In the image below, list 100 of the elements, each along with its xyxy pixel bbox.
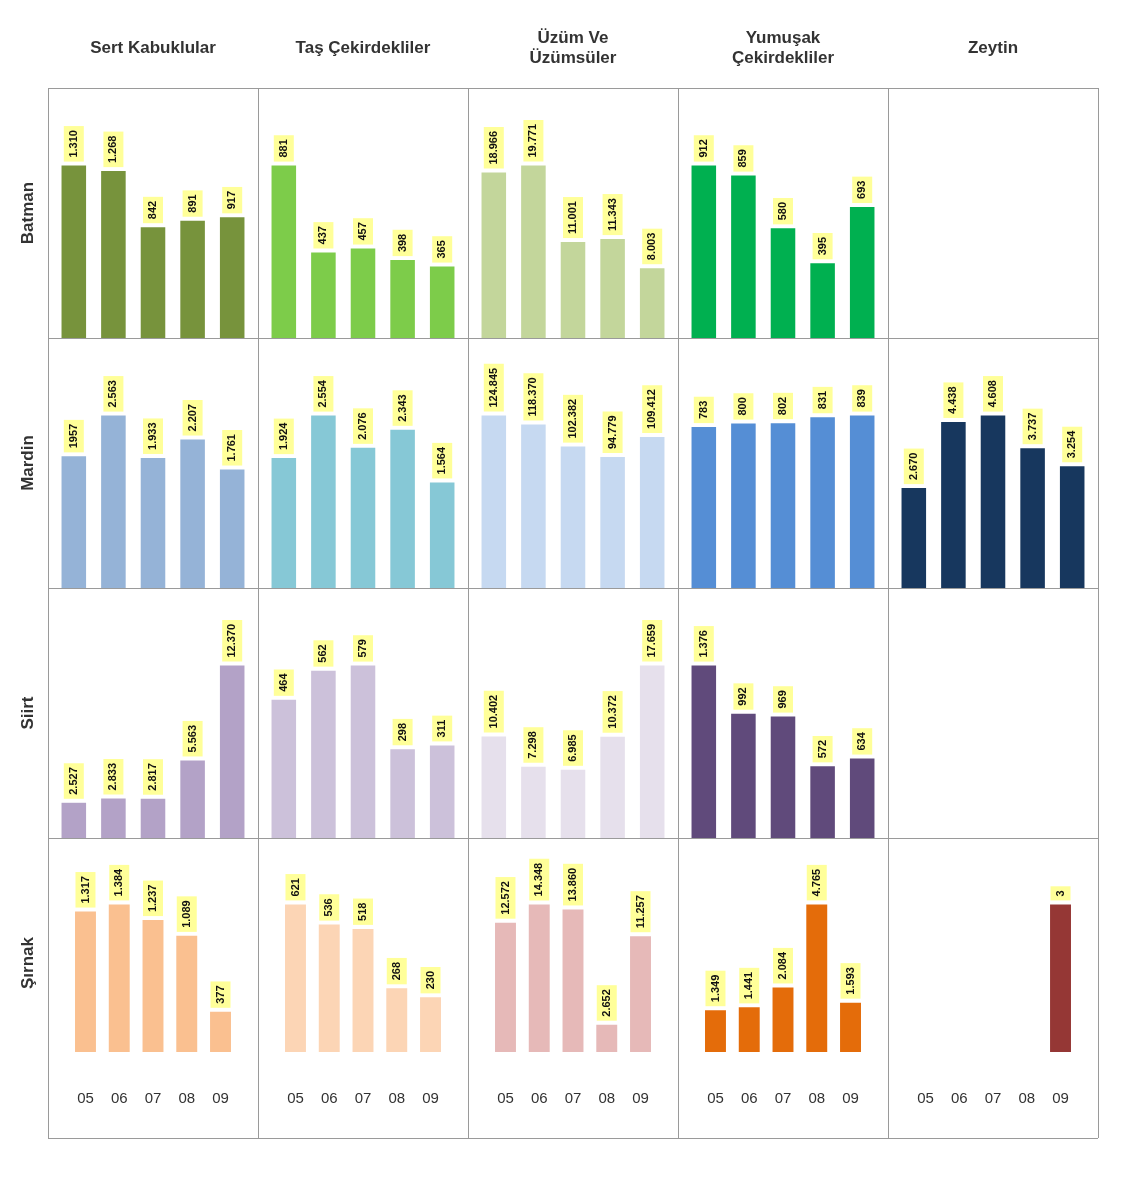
bar	[285, 904, 306, 1052]
bar	[429, 482, 455, 588]
bar	[521, 766, 546, 838]
bar	[390, 749, 415, 838]
data-label: 2.343	[395, 394, 408, 422]
bar	[429, 266, 455, 338]
data-label: 10.372	[605, 695, 618, 729]
bar	[219, 469, 245, 588]
data-label: 1.441	[742, 971, 755, 1000]
data-label: 395	[815, 236, 828, 256]
y-axis-title: Şırnak	[18, 937, 38, 989]
data-label: 1.268	[106, 135, 119, 164]
bar	[311, 415, 336, 588]
x-tick-label: 05	[497, 1089, 514, 1107]
data-label: 1.317	[78, 876, 91, 904]
bar	[311, 252, 336, 338]
bar	[630, 936, 651, 1052]
chart-title: Yumuşak Çekirdekliler	[730, 28, 836, 68]
data-label: 3.254	[1065, 429, 1078, 459]
data-label: 18.966	[486, 130, 499, 165]
data-label: 268	[389, 961, 402, 981]
bar	[311, 670, 336, 838]
bar	[810, 263, 835, 338]
data-label: 457	[356, 222, 369, 241]
x-tick-label: 06	[740, 1089, 758, 1107]
data-label: 7.298	[526, 731, 539, 759]
bar	[176, 935, 198, 1052]
x-tick-label: 09	[212, 1089, 229, 1107]
bar	[350, 248, 376, 338]
text: Zeytin	[967, 38, 1019, 58]
data-label: 3	[1053, 890, 1066, 897]
x-tick-label: 05	[707, 1089, 724, 1107]
bar	[386, 988, 408, 1052]
bar	[390, 429, 415, 588]
bar	[562, 909, 584, 1052]
data-label: 693	[855, 180, 868, 199]
data-label: 2.207	[185, 404, 198, 432]
x-tick-label: 07	[564, 1089, 582, 1107]
x-tick-label: 07	[354, 1089, 372, 1107]
data-label: 992	[736, 687, 749, 706]
data-label: 13.860	[566, 867, 579, 902]
x-tick-label: 09	[632, 1089, 649, 1107]
bar	[219, 217, 245, 338]
data-label: 842	[146, 200, 159, 220]
bar	[849, 758, 875, 838]
data-label: 2.554	[316, 379, 329, 408]
data-label: 4.608	[986, 380, 999, 408]
bar	[481, 736, 507, 838]
data-label: 917	[225, 190, 238, 210]
data-label: 230	[423, 970, 436, 990]
bar	[770, 716, 796, 838]
bar	[350, 447, 376, 588]
bar	[75, 911, 96, 1052]
data-label: 1.384	[112, 868, 125, 897]
data-label: 831	[815, 390, 828, 410]
data-label: 6.985	[566, 734, 579, 762]
bar	[731, 713, 756, 838]
bar	[596, 1024, 618, 1052]
bar	[61, 802, 87, 838]
data-label: 398	[395, 233, 408, 253]
bar	[271, 458, 297, 588]
bar	[61, 456, 87, 588]
x-tick-label: 06	[320, 1089, 338, 1107]
data-label: 536	[322, 898, 335, 917]
y-axis-title: Siirt	[18, 696, 38, 730]
bar	[901, 488, 927, 588]
x-tick-label: 07	[984, 1089, 1002, 1107]
x-tick-label: 09	[422, 1089, 439, 1107]
chart-title: Taş Çekirdekliler	[295, 38, 431, 58]
data-label: 2.652	[599, 989, 612, 1017]
bar	[420, 997, 441, 1052]
data-label: 102.382	[566, 398, 579, 439]
bar	[560, 769, 586, 838]
bar	[140, 798, 166, 838]
data-label: 1.349	[708, 974, 721, 1003]
bar	[318, 924, 340, 1052]
data-label: 2.817	[146, 763, 159, 791]
bar	[140, 457, 166, 588]
data-label: 4.438	[946, 386, 959, 414]
x-tick-label: 08	[178, 1089, 196, 1107]
bar	[639, 268, 665, 338]
data-label: 1957	[66, 423, 79, 449]
data-label: 4.765	[809, 868, 822, 897]
data-label: 859	[736, 149, 749, 168]
bar	[639, 665, 665, 838]
bar	[521, 165, 546, 338]
data-label: 1.237	[146, 884, 159, 913]
bar	[738, 1007, 760, 1052]
data-label: 1.933	[146, 422, 159, 450]
x-tick-label: 06	[950, 1089, 968, 1107]
data-label: 891	[185, 194, 198, 213]
data-label: 17.659	[645, 623, 658, 658]
data-label: 1.564	[435, 446, 448, 475]
bar	[1020, 448, 1045, 588]
data-label: 11.257	[633, 895, 646, 929]
data-label: 3.737	[1025, 412, 1038, 441]
bar	[429, 745, 455, 838]
data-label: 2.563	[106, 380, 119, 408]
x-tick-label: 09	[1052, 1089, 1069, 1107]
data-label: 94.779	[605, 415, 618, 450]
